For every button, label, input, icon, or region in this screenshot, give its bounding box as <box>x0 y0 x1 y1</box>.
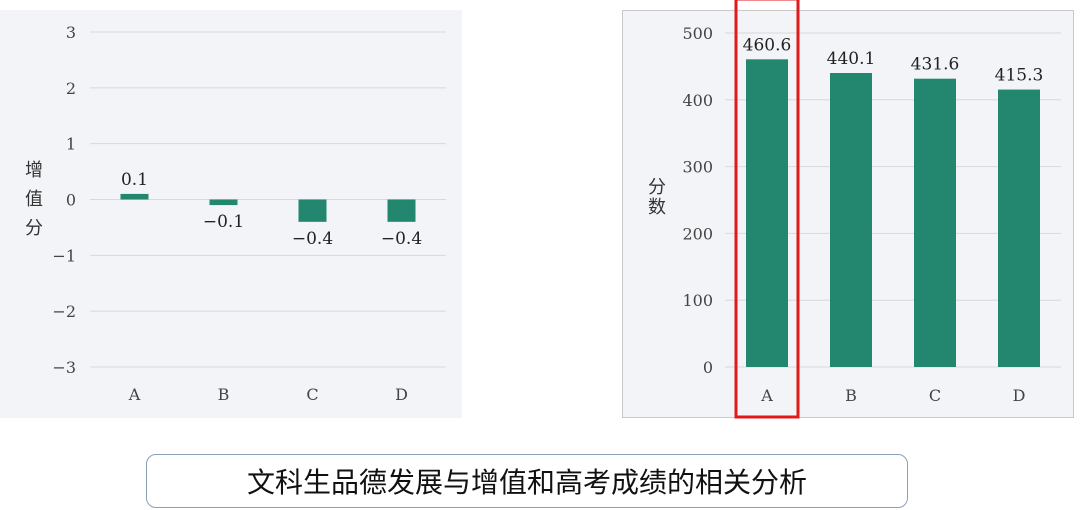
y-tick-label: 0 <box>703 358 713 377</box>
y-tick-label: −2 <box>52 302 76 321</box>
data-label: 431.6 <box>911 55 960 75</box>
y-tick-label: 500 <box>682 24 713 43</box>
bar-A <box>120 193 149 200</box>
x-tick-label: B <box>845 386 857 405</box>
bar-B <box>830 73 872 368</box>
data-label: −0.4 <box>381 229 422 249</box>
data-label: 460.6 <box>743 35 792 55</box>
y-tick-label: 1 <box>66 135 76 154</box>
left-chart-panel: 3 2 1 0 −1 −2 −3 增值分 0.1 A −0.1 B −0.4 C −0.4 D <box>0 10 462 418</box>
data-label: −0.4 <box>292 229 333 249</box>
x-tick-label: A <box>760 386 773 405</box>
x-tick-label: D <box>1013 386 1026 405</box>
value-added-chart: 3 2 1 0 −1 −2 −3 增值分 0.1 A −0.1 B −0.4 C −0.4 D <box>25 23 446 404</box>
y-tick-label: 400 <box>682 91 713 110</box>
y-axis-label-char: 增 <box>25 160 43 181</box>
x-tick-label: A <box>128 385 141 404</box>
score-chart: 500 400 300 200 100 0 分数 460.6 A 440.1 B 431.6 C 415.… <box>648 0 1061 419</box>
caption-text: 文科生品德发展与增值和高考成绩的相关分析 <box>246 466 807 499</box>
y-axis-label-char: 分 <box>25 218 43 239</box>
data-label: −0.1 <box>203 212 244 232</box>
data-label: 440.1 <box>827 49 876 69</box>
bar-C <box>914 78 956 368</box>
y-axis-label-char: 值 <box>25 189 43 210</box>
data-label: 415.3 <box>995 66 1044 86</box>
data-label: 0.1 <box>121 170 148 190</box>
y-tick-label: 3 <box>66 23 76 42</box>
y-tick-label: 300 <box>682 158 713 177</box>
bar-B <box>209 199 238 206</box>
highlight-box <box>734 0 800 419</box>
x-tick-label: B <box>218 385 230 404</box>
y-axis-label-char: 分 <box>648 177 666 198</box>
y-tick-label: −1 <box>52 246 76 265</box>
y-tick-label: 200 <box>682 224 713 243</box>
y-tick-label: 0 <box>66 191 76 210</box>
bar-A <box>746 59 788 367</box>
x-tick-label: D <box>395 385 408 404</box>
bar-D <box>998 89 1040 368</box>
figure-caption: 文科生品德发展与增值和高考成绩的相关分析 <box>146 454 908 508</box>
y-tick-label: −3 <box>52 358 76 377</box>
right-chart-panel: 500 400 300 200 100 0 分数 460.6 A 440.1 B 431.6 C 415.… <box>622 0 1074 419</box>
y-tick-label: 2 <box>66 79 76 98</box>
bar-D <box>387 199 416 222</box>
y-axis-label-char: 数 <box>648 197 666 218</box>
x-tick-label: C <box>306 385 318 404</box>
bar-C <box>298 199 327 222</box>
x-tick-label: C <box>929 386 941 405</box>
y-tick-label: 100 <box>682 291 713 310</box>
